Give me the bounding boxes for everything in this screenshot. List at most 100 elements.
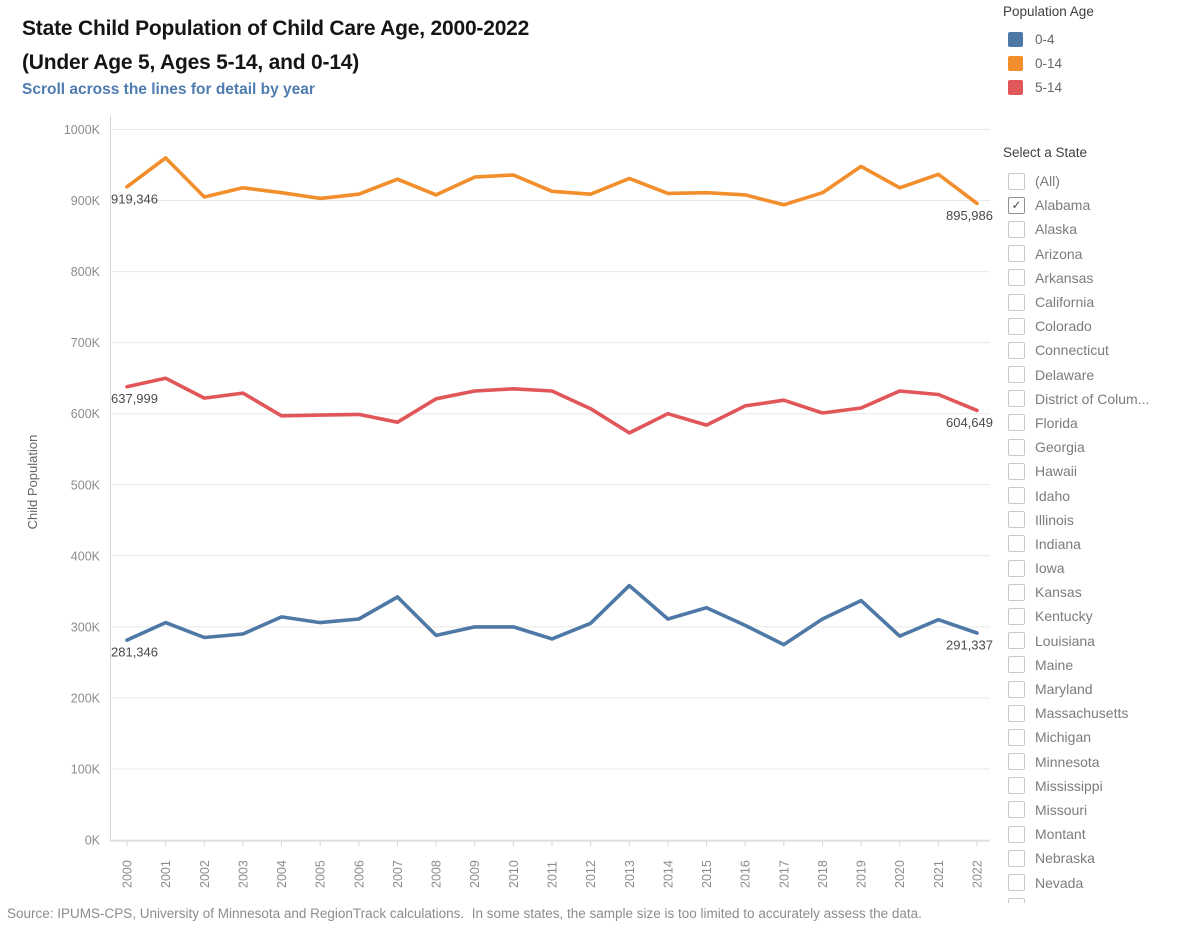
checkbox-icon[interactable] [1008, 704, 1025, 722]
page-title: State Child Population of Child Care Age… [22, 12, 742, 80]
state-item-all[interactable]: (All) [1003, 169, 1191, 193]
checkbox-icon[interactable] [1008, 898, 1025, 903]
population-age-legend: Population Age 0-4 0-14 5-14 [1003, 4, 1188, 99]
x-tick-label: 2001 [159, 860, 173, 888]
state-item-delaware[interactable]: Delaware [1003, 363, 1191, 387]
state-label: Maryland [1035, 681, 1093, 698]
state-list: (All) ✓ Alabama Alaska Arizona Arkansas Califo… [1003, 169, 1191, 903]
checkbox-icon[interactable] [1008, 559, 1025, 577]
y-tick-label: 100K [71, 762, 101, 776]
x-tick-label: 2019 [855, 860, 869, 888]
state-item-minnesota[interactable]: Minnesota [1003, 750, 1191, 774]
source-note: Source: IPUMS-CPS, University of Minneso… [7, 906, 922, 921]
x-tick-label: 2002 [198, 860, 212, 888]
chart-instruction-subtitle: Scroll across the lines for detail by ye… [22, 81, 315, 98]
checkbox-icon[interactable] [1008, 874, 1025, 892]
state-item-arizona[interactable]: Arizona [1003, 242, 1191, 266]
x-tick-label: 2022 [971, 860, 985, 888]
checkbox-icon[interactable] [1008, 317, 1025, 335]
legend-item-0-4[interactable]: 0-4 [1003, 27, 1188, 51]
state-label: Connecticut [1035, 342, 1109, 359]
state-label: Nevada [1035, 874, 1084, 891]
state-item-alabama[interactable]: ✓ Alabama [1003, 193, 1191, 217]
state-item-michigan[interactable]: Michigan [1003, 725, 1191, 749]
checkbox-icon[interactable] [1008, 462, 1025, 480]
checkbox-icon[interactable] [1008, 753, 1025, 771]
state-label: (All) [1035, 173, 1060, 190]
checkbox-icon[interactable] [1008, 680, 1025, 698]
checkbox-icon[interactable] [1008, 535, 1025, 553]
legend-item-5-14[interactable]: 5-14 [1003, 75, 1188, 99]
checkbox-icon[interactable] [1008, 801, 1025, 819]
state-item-florida[interactable]: Florida [1003, 411, 1191, 435]
state-item-hawaii[interactable]: Hawaii [1003, 459, 1191, 483]
legend-swatch [1008, 55, 1023, 71]
state-item-idaho[interactable]: Idaho [1003, 483, 1191, 507]
series-line-0-4[interactable] [125, 583, 979, 647]
state-filter: Select a State (All) ✓ Alabama Alaska Arizon… [1003, 145, 1191, 903]
x-tick-label: 2005 [314, 860, 328, 888]
state-item-indiana[interactable]: Indiana [1003, 532, 1191, 556]
checkbox-icon[interactable] [1008, 245, 1025, 263]
legend-swatch [1008, 31, 1023, 47]
y-tick-label: 700K [71, 336, 101, 350]
legend-item-0-14[interactable]: 0-14 [1003, 51, 1188, 75]
state-label: Georgia [1035, 439, 1085, 456]
y-tick-label: 1000K [64, 123, 101, 137]
checkbox-icon[interactable] [1008, 220, 1025, 238]
state-item-nebraska[interactable]: Nebraska [1003, 846, 1191, 870]
state-item-kansas[interactable]: Kansas [1003, 580, 1191, 604]
series-line-5-14[interactable] [125, 376, 979, 435]
state-item-alaska[interactable]: Alaska [1003, 217, 1191, 241]
state-item-kentucky[interactable]: Kentucky [1003, 604, 1191, 628]
state-item-maryland[interactable]: Maryland [1003, 677, 1191, 701]
checkbox-icon[interactable] [1008, 849, 1025, 867]
state-label: Arizona [1035, 245, 1083, 262]
state-item-maine[interactable]: Maine [1003, 653, 1191, 677]
state-item-arkansas[interactable]: Arkansas [1003, 266, 1191, 290]
checkbox-icon[interactable] [1008, 777, 1025, 795]
checkbox-icon[interactable] [1008, 293, 1025, 311]
checkbox-icon[interactable] [1008, 390, 1025, 408]
state-item-louisiana[interactable]: Louisiana [1003, 629, 1191, 653]
state-item-georgia[interactable]: Georgia [1003, 435, 1191, 459]
checkbox-icon[interactable] [1008, 366, 1025, 384]
checkbox-icon[interactable] [1008, 607, 1025, 625]
checkbox-icon[interactable] [1008, 341, 1025, 359]
state-item-connecticut[interactable]: Connecticut [1003, 338, 1191, 362]
checkbox-icon[interactable] [1008, 728, 1025, 746]
state-item-mississippi[interactable]: Mississippi [1003, 774, 1191, 798]
state-item-missouri[interactable]: Missouri [1003, 798, 1191, 822]
checkbox-icon[interactable] [1008, 269, 1025, 287]
state-label: Arkansas [1035, 269, 1094, 286]
checkbox-icon[interactable] [1008, 438, 1025, 456]
state-item-nevada[interactable]: Nevada [1003, 870, 1191, 894]
data-label: 291,337 [946, 638, 993, 653]
state-label: California [1035, 294, 1095, 311]
state-label: Hawaii [1035, 463, 1078, 480]
state-item-illinois[interactable]: Illinois [1003, 508, 1191, 532]
state-label: Michigan [1035, 729, 1092, 746]
series-line-0-14[interactable] [125, 156, 979, 207]
legend-label: 5-14 [1035, 79, 1063, 95]
checkbox-icon[interactable] [1008, 487, 1025, 505]
state-item-partial[interactable] [1003, 895, 1191, 903]
checkbox-icon[interactable] [1008, 825, 1025, 843]
x-tick-label: 2020 [893, 860, 907, 888]
checkbox-icon[interactable] [1008, 511, 1025, 529]
state-item-montant[interactable]: Montant [1003, 822, 1191, 846]
state-item-iowa[interactable]: Iowa [1003, 556, 1191, 580]
checkbox-icon[interactable] [1008, 172, 1025, 190]
checkbox-icon[interactable] [1008, 414, 1025, 432]
state-item-district-of-colum[interactable]: District of Colum... [1003, 387, 1191, 411]
checkbox-icon[interactable] [1008, 632, 1025, 650]
checked-checkbox-icon[interactable]: ✓ [1008, 196, 1025, 214]
state-item-colorado[interactable]: Colorado [1003, 314, 1191, 338]
checkbox-icon[interactable] [1008, 656, 1025, 674]
state-item-california[interactable]: California [1003, 290, 1191, 314]
y-tick-label: 800K [71, 265, 101, 279]
x-tick-label: 2006 [352, 860, 366, 888]
state-label: Florida [1035, 414, 1078, 431]
checkbox-icon[interactable] [1008, 583, 1025, 601]
state-item-massachusetts[interactable]: Massachusetts [1003, 701, 1191, 725]
